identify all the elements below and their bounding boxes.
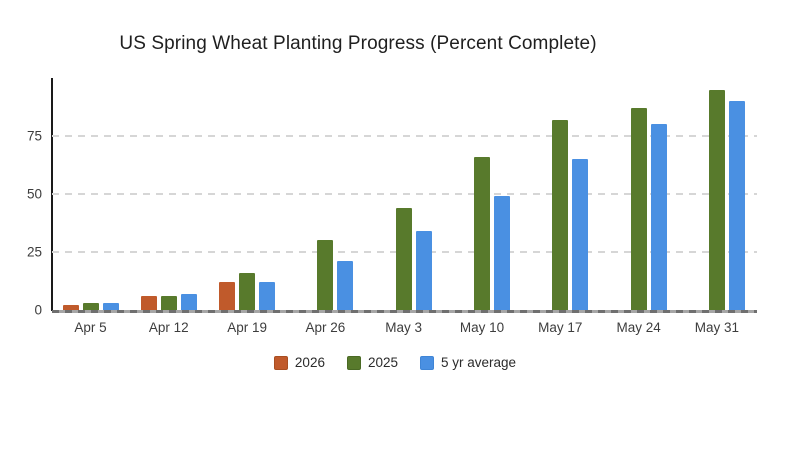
bar-2025-apr-5 [82, 303, 99, 310]
bar-5-yr-average-may-10 [494, 196, 510, 310]
legend: 2026 2025 5 yr average [0, 355, 790, 370]
x-tick-label-may-10: May 10 [459, 320, 505, 335]
legend-item-5-yr-average[interactable]: 5 yr average [420, 355, 516, 370]
bar-2026-apr-5 [62, 305, 79, 310]
bar-5-yr-average-apr-5 [102, 303, 119, 310]
legend-label: 5 yr average [441, 355, 517, 370]
y-tick-label-50: 50 [26, 186, 42, 202]
bar-5-yr-average-apr-19 [259, 282, 276, 310]
gridline-75 [52, 135, 757, 137]
x-tick-label-apr-19: Apr 19 [227, 320, 267, 335]
bar-5-yr-average-may-17 [572, 159, 589, 310]
bar-5-yr-average-may-3 [415, 231, 432, 310]
x-tick-label-may-24: May 24 [616, 320, 661, 335]
y-tick-label-75: 75 [26, 128, 42, 144]
legend-swatch-2025 [346, 355, 361, 370]
x-axis-baseline [52, 310, 757, 313]
bar-5-yr-average-may-24 [650, 124, 667, 310]
bar-2026-apr-12 [140, 296, 157, 310]
y-tick-label-0: 0 [34, 302, 42, 318]
legend-label: 2026 [294, 355, 325, 370]
bar-2025-apr-19 [239, 273, 256, 310]
plot-area [52, 78, 757, 310]
legend-item-2025[interactable]: 2025 [346, 355, 399, 370]
bar-2025-may-10 [474, 157, 490, 310]
chart-title: US Spring Wheat Planting Progress (Perce… [119, 33, 597, 54]
legend-swatch-2026 [273, 355, 288, 370]
gridline-50 [52, 193, 757, 195]
x-tick-label-may-3: May 3 [385, 320, 423, 335]
bar-2025-may-31 [708, 90, 725, 310]
bar-2025-apr-12 [160, 296, 177, 310]
x-tick-label-may-31: May 31 [694, 320, 740, 335]
bar-2025-may-24 [630, 108, 647, 310]
x-tick-label-apr-5: Apr 5 [74, 320, 107, 335]
bar-5-yr-average-apr-26 [337, 261, 354, 310]
x-tick-label-apr-12: Apr 12 [148, 320, 189, 335]
bar-5-yr-average-apr-12 [180, 294, 197, 310]
x-tick-label-may-17: May 17 [538, 320, 583, 335]
bar-2025-may-3 [395, 208, 412, 310]
bar-2025-apr-26 [317, 240, 334, 310]
legend-swatch-5-yr-average [420, 355, 435, 370]
bar-2026-apr-19 [219, 282, 236, 310]
x-tick-label-apr-26: Apr 26 [305, 320, 346, 335]
y-tick-label-25: 25 [26, 244, 42, 260]
bar-2025-may-17 [552, 120, 569, 310]
legend-item-2026[interactable]: 2026 [273, 355, 325, 370]
legend-label: 2025 [367, 355, 399, 370]
bar-5-yr-average-may-31 [728, 101, 745, 310]
